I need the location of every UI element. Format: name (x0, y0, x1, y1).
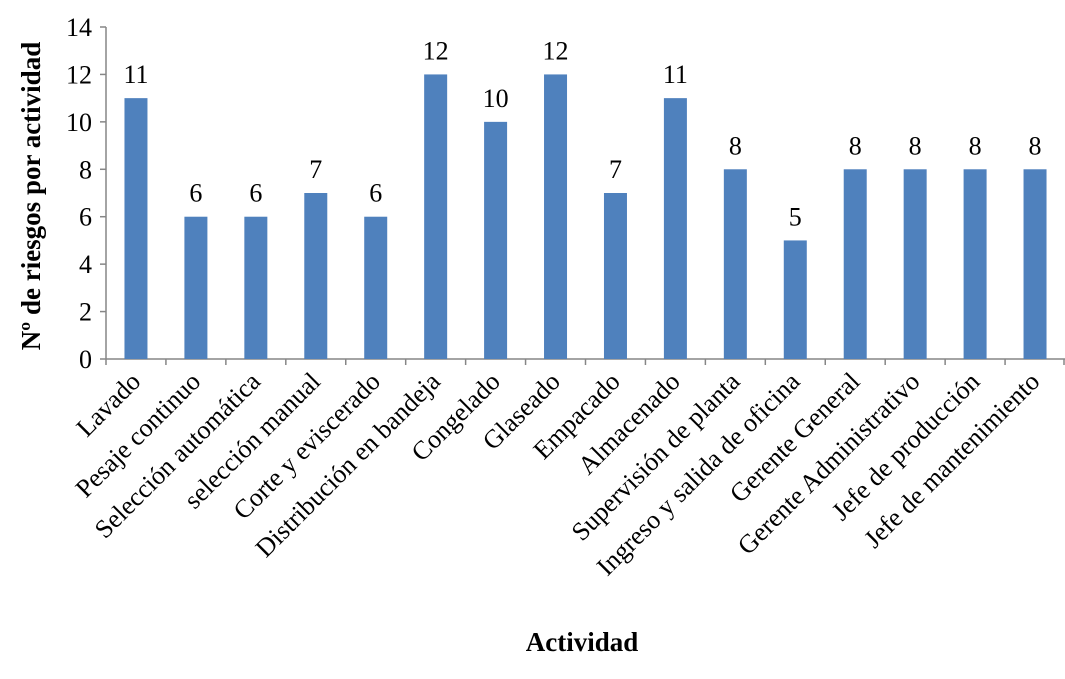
bar (783, 240, 807, 359)
data-label: 12 (423, 36, 449, 65)
y-tick-label: 12 (66, 60, 92, 89)
y-tick-label: 14 (66, 13, 92, 42)
data-label: 5 (789, 202, 802, 231)
y-tick-label: 8 (79, 155, 92, 184)
bar (484, 121, 508, 359)
bar (963, 169, 987, 359)
data-label: 6 (249, 179, 262, 208)
data-label: 7 (309, 155, 322, 184)
x-axis (105, 358, 1065, 365)
y-tick-label: 10 (66, 108, 92, 137)
y-tick-label: 2 (79, 298, 92, 327)
data-labels: 11 6 6 7 6 12 10 12 7 11 8 5 8 8 8 8 (123, 36, 1041, 231)
data-label: 8 (729, 131, 742, 160)
data-label: 11 (123, 60, 148, 89)
data-label: 8 (969, 131, 982, 160)
data-label: 12 (543, 36, 569, 65)
data-label: 8 (849, 131, 862, 160)
bar (903, 169, 927, 359)
data-label: 6 (369, 179, 382, 208)
bar (544, 74, 568, 359)
y-tick-label: 0 (79, 345, 92, 374)
data-label: 7 (609, 155, 622, 184)
bar (364, 216, 388, 359)
x-axis-title: Actividad (526, 627, 639, 657)
bar (603, 193, 627, 359)
bars (124, 74, 1047, 360)
bar (843, 169, 867, 359)
y-axis-title: Nº de riesgos por actividad (16, 42, 46, 350)
data-label: 8 (1029, 131, 1042, 160)
bar (304, 193, 328, 359)
data-label: 8 (909, 131, 922, 160)
bar (424, 74, 448, 359)
y-tick-label: 6 (79, 203, 92, 232)
y-axis: 0 2 4 6 8 10 12 14 (66, 13, 107, 374)
bar (723, 169, 747, 359)
bar (663, 98, 687, 360)
bar (244, 216, 268, 359)
bar (184, 216, 208, 359)
bar (124, 98, 148, 360)
data-label: 11 (663, 60, 688, 89)
y-tick-label: 4 (79, 250, 92, 279)
bar (1023, 169, 1047, 359)
data-label: 10 (483, 84, 509, 113)
data-label: 6 (189, 179, 202, 208)
